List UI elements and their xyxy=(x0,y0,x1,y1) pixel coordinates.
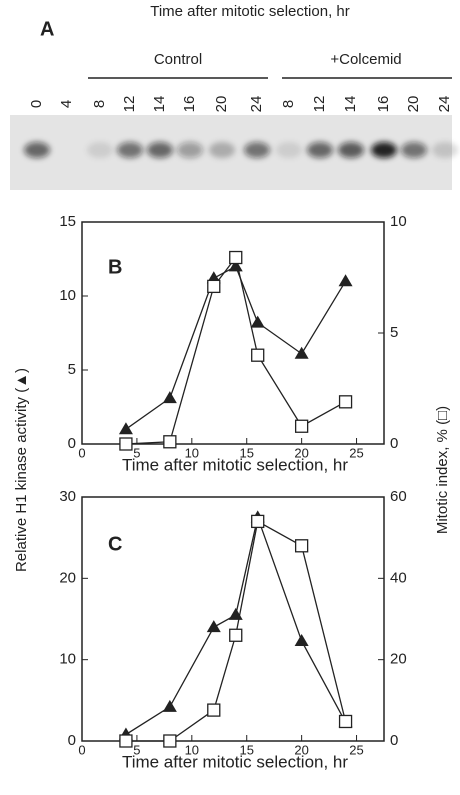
x-tick-label: 0 xyxy=(78,742,85,757)
lane-label: 12 xyxy=(121,96,138,113)
band xyxy=(177,142,203,158)
y2-tick-label: 20 xyxy=(390,651,407,668)
band xyxy=(401,142,427,158)
y-tick-label: 10 xyxy=(59,287,76,304)
triangle-marker xyxy=(207,620,221,632)
band xyxy=(147,142,173,158)
square-marker xyxy=(208,704,220,716)
triangle-marker xyxy=(163,700,177,712)
group-label: +Colcemid xyxy=(330,51,401,68)
band xyxy=(371,142,397,158)
y2-tick-label: 60 xyxy=(390,488,407,505)
series-line xyxy=(126,266,346,429)
lane-label: 12 xyxy=(311,96,328,113)
lane-label: 14 xyxy=(151,96,168,113)
y-tick-label: 0 xyxy=(68,435,76,452)
square-marker xyxy=(296,540,308,552)
triangle-marker xyxy=(251,316,265,328)
lane-label: 20 xyxy=(405,96,422,113)
square-marker xyxy=(164,436,176,448)
lane-label: 24 xyxy=(436,96,453,113)
lane-label: 24 xyxy=(248,96,265,113)
band xyxy=(432,142,458,158)
lane-label: 16 xyxy=(181,96,198,113)
x-tick-label: 5 xyxy=(133,742,140,757)
x-tick-label: 20 xyxy=(294,445,308,460)
y2-tick-label: 10 xyxy=(390,213,407,230)
triangle-marker xyxy=(295,634,309,646)
band xyxy=(338,142,364,158)
y-tick-label: 20 xyxy=(59,569,76,586)
square-marker xyxy=(340,715,352,727)
band xyxy=(24,142,50,158)
square-marker xyxy=(208,280,220,292)
triangle-marker xyxy=(163,391,177,403)
y-axis-label: Relative H1 kinase activity (▲) xyxy=(13,368,30,572)
y2-tick-label: 5 xyxy=(390,324,398,341)
x-tick-label: 15 xyxy=(239,445,253,460)
x-axis-label: Time after mitotic selection, hr xyxy=(122,752,348,771)
series-line xyxy=(126,517,346,734)
panel-letter: B xyxy=(108,256,122,278)
y-tick-label: 15 xyxy=(59,213,76,230)
square-marker xyxy=(230,629,242,641)
lane-label: 4 xyxy=(58,100,75,108)
square-marker xyxy=(252,349,264,361)
square-marker xyxy=(252,515,264,527)
y-tick-label: 5 xyxy=(68,361,76,378)
y-tick-label: 0 xyxy=(68,732,76,749)
figure: A Time after mitotic selection, hr Contr… xyxy=(0,0,460,795)
lane-label: 14 xyxy=(342,96,359,113)
y2-tick-label: 40 xyxy=(390,569,407,586)
band xyxy=(54,142,80,158)
band xyxy=(307,142,333,158)
y-tick-label: 10 xyxy=(59,651,76,668)
x-tick-label: 0 xyxy=(78,445,85,460)
band xyxy=(276,142,302,158)
square-marker xyxy=(164,735,176,747)
group-label: Control xyxy=(154,51,202,68)
square-marker xyxy=(120,438,132,450)
panel-letter: A xyxy=(40,18,54,40)
band xyxy=(209,142,235,158)
y2-tick-label: 0 xyxy=(390,435,398,452)
x-tick-label: 25 xyxy=(349,742,363,757)
lane-label: 16 xyxy=(375,96,392,113)
panel-letter: C xyxy=(108,533,122,555)
x-tick-label: 10 xyxy=(185,445,199,460)
x-tick-label: 15 xyxy=(239,742,253,757)
x-axis-label: Time after mitotic selection, hr xyxy=(122,455,348,474)
x-tick-label: 10 xyxy=(185,742,199,757)
x-tick-label: 20 xyxy=(294,742,308,757)
lane-label: 8 xyxy=(91,100,108,108)
y2-tick-label: 0 xyxy=(390,732,398,749)
square-marker xyxy=(340,396,352,408)
square-marker xyxy=(296,420,308,432)
triangle-marker xyxy=(119,422,133,434)
x-tick-label: 5 xyxy=(133,445,140,460)
lane-label: 20 xyxy=(213,96,230,113)
square-marker xyxy=(120,735,132,747)
triangle-marker xyxy=(339,274,353,286)
square-marker xyxy=(230,252,242,264)
y2-axis-label: Mitotic index, % (□) xyxy=(434,406,451,534)
band xyxy=(117,142,143,158)
lane-label: 0 xyxy=(28,100,45,108)
triangle-marker xyxy=(295,347,309,359)
panel-title: Time after mitotic selection, hr xyxy=(150,3,350,20)
band xyxy=(244,142,270,158)
series-line xyxy=(126,258,346,444)
x-tick-label: 25 xyxy=(349,445,363,460)
y-tick-label: 30 xyxy=(59,488,76,505)
band xyxy=(87,142,113,158)
lane-label: 8 xyxy=(280,100,297,108)
